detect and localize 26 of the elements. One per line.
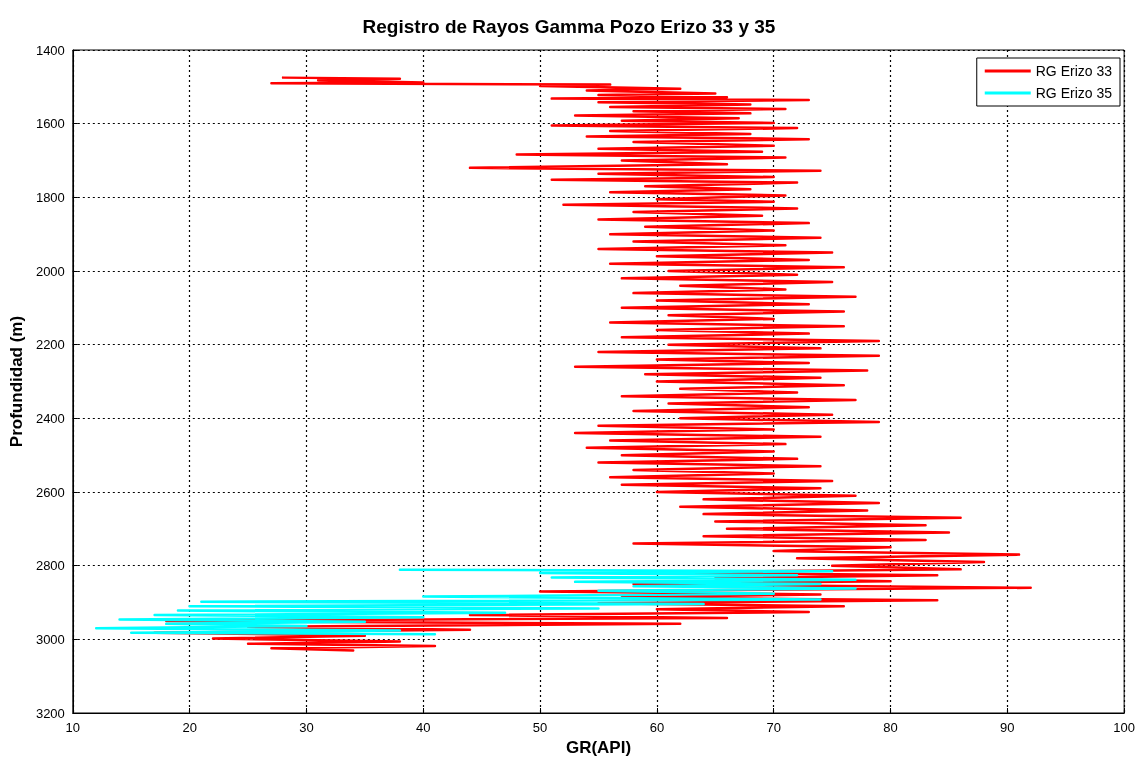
x-tick-label: 90 <box>1000 720 1015 735</box>
legend-label: RG Erizo 33 <box>1035 63 1113 79</box>
x-tick-label: 60 <box>649 720 665 735</box>
x-tick-label: 30 <box>299 720 314 735</box>
legend-label: RG Erizo 35 <box>1035 85 1113 101</box>
x-tick-label: 50 <box>532 720 548 735</box>
y-tick-label: 2000 <box>35 263 65 279</box>
x-tick-label: 40 <box>416 720 431 735</box>
line-series <box>94 568 857 636</box>
y-tick-label: 2800 <box>35 558 65 574</box>
y-tick-label: 2400 <box>35 410 65 426</box>
y-tick-label: 2600 <box>35 484 65 500</box>
y-tick-label: 3000 <box>35 631 65 647</box>
y-axis-title: Profundidad (m) <box>7 315 26 448</box>
y-tick-label: 1800 <box>35 189 65 205</box>
y-tick-label: 1400 <box>35 42 65 58</box>
y-tick-label: 2200 <box>35 337 65 353</box>
x-tick-label: 80 <box>883 720 898 735</box>
x-tick-label: 20 <box>182 720 197 735</box>
x-tick-label: 100 <box>1113 720 1136 735</box>
x-tick-label: 70 <box>766 720 781 735</box>
chart-title: Registro de Rayos Gamma Pozo Erizo 33 y 35 <box>362 16 776 37</box>
y-tick-label: 3200 <box>35 705 65 721</box>
y-tick-label: 1600 <box>35 116 65 132</box>
x-axis-title: GR(API) <box>565 738 632 757</box>
x-tick-label: 10 <box>65 720 81 735</box>
